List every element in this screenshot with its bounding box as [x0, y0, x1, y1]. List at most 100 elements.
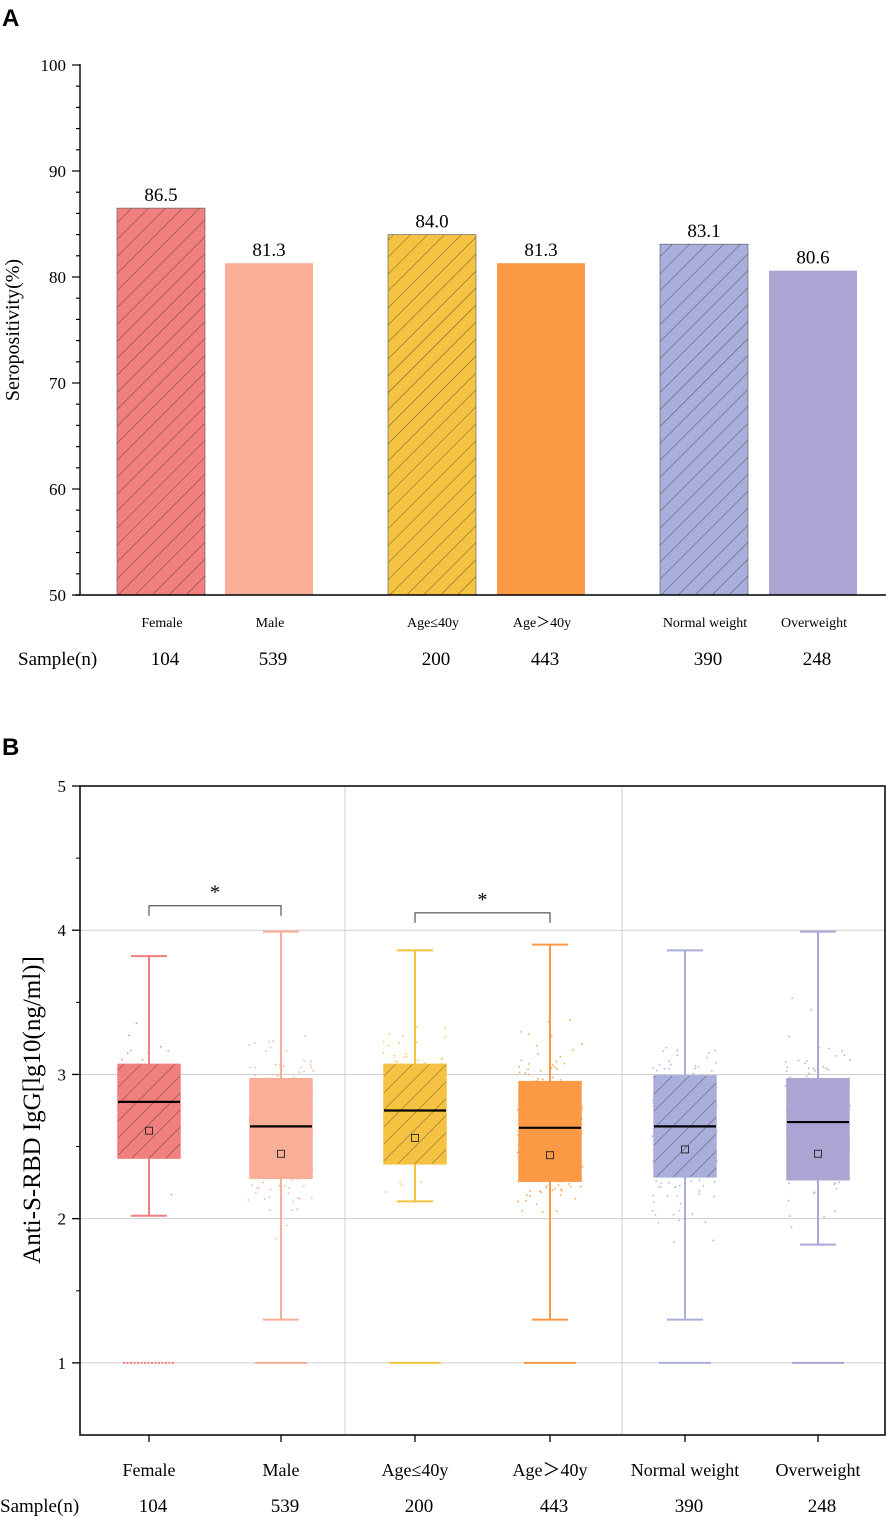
jitter-point [535, 1044, 538, 1047]
jitter-point [559, 1055, 562, 1058]
jitter-point [128, 1034, 130, 1037]
jitter-point [581, 1043, 583, 1046]
jitter-point [712, 1239, 715, 1242]
jitter-point [813, 1191, 816, 1194]
jitter-point [300, 1066, 303, 1069]
jitter-point [285, 1049, 288, 1052]
box-overweight [786, 930, 850, 1364]
jitter-point [291, 1178, 293, 1181]
jitter-point [287, 1192, 290, 1195]
sample-n-label: 248 [808, 1496, 837, 1517]
jitter-point [788, 1215, 791, 1217]
jitter-point [714, 1062, 717, 1064]
jitter-point [267, 1041, 270, 1043]
y-tick-label: 1 [58, 1354, 67, 1373]
jitter-point [309, 1060, 312, 1063]
jitter-point [167, 1049, 170, 1052]
jitter-point [265, 1050, 268, 1053]
jitter-point [126, 1052, 129, 1055]
jitter-point [296, 1197, 299, 1199]
jitter-point [303, 1059, 305, 1062]
jitter-point [554, 1187, 556, 1190]
jitter-point [790, 1226, 793, 1229]
significance-bracket [414, 912, 551, 923]
jitter-point [673, 1241, 675, 1244]
y-tick-label: 70 [49, 374, 66, 393]
jitter-point [555, 1060, 558, 1063]
jitter-point [288, 1187, 291, 1189]
significance-marker: * [210, 882, 220, 904]
jitter-point [398, 1042, 401, 1044]
jitter-point [841, 1049, 843, 1052]
jitter-point [692, 1072, 695, 1075]
jitter-point [277, 1074, 280, 1077]
bar-value-label: 81.3 [524, 240, 557, 261]
panel-a: A 86.5 Female 104 81.3 Male 539 84.0 Age≤40y 200… [2, 5, 886, 670]
jitter-point [268, 1196, 271, 1199]
jitter-point [541, 1078, 544, 1081]
jitter-point [537, 1077, 539, 1080]
jitter-point [284, 1184, 287, 1187]
jitter-point [666, 1194, 669, 1197]
y-tick-label: 3 [58, 1065, 67, 1084]
jitter-point [310, 1066, 312, 1069]
jitter-point [400, 1184, 403, 1187]
mean-marker [411, 1133, 419, 1142]
sample-n-label: 200 [405, 1496, 434, 1517]
jitter-point [401, 1035, 404, 1037]
jitter-point [276, 1074, 278, 1077]
jitter-point [663, 1067, 666, 1070]
sample-n-label: 443 [531, 649, 560, 670]
jitter-point [679, 1202, 682, 1205]
box-female [117, 955, 181, 1364]
sample-n-label: 390 [675, 1496, 704, 1517]
jitter-point [248, 1044, 251, 1047]
jitter-point [518, 1065, 521, 1068]
jitter-point [713, 1181, 716, 1183]
jitter-point [560, 1189, 563, 1192]
jitter-point [521, 1209, 524, 1212]
jitter-point [672, 1213, 675, 1216]
jitter-point [678, 1184, 681, 1187]
y-tick-label: 4 [58, 921, 67, 940]
jitter-point [249, 1066, 252, 1069]
jitter-point [550, 1034, 553, 1037]
jitter-point [669, 1063, 672, 1066]
jitter-point [393, 1054, 396, 1057]
jitter-point [527, 1033, 530, 1035]
box-normal-weight [653, 949, 717, 1364]
jitter-point [668, 1182, 670, 1184]
jitter-point [529, 1190, 532, 1192]
jitter-point [698, 1192, 701, 1195]
jitter-point [572, 1048, 574, 1051]
jitter-point [806, 1060, 808, 1062]
y-tick-label: 50 [49, 586, 66, 605]
bar-value-label: 81.3 [252, 240, 285, 261]
sample-n-label: 104 [151, 649, 180, 670]
jitter-point [535, 1203, 538, 1206]
jitter-point [557, 1184, 560, 1186]
jitter-point [665, 1046, 668, 1049]
jitter-point [129, 1049, 132, 1052]
bar-value-label: 80.6 [796, 248, 829, 269]
plot-frame [79, 785, 886, 1436]
jitter-point [135, 1022, 138, 1025]
jitter-point [697, 1065, 700, 1068]
bar-hatch-normal-weight [659, 243, 749, 596]
jitter-point [529, 1194, 532, 1197]
jitter-point [827, 1068, 830, 1071]
jitter-point [569, 1019, 571, 1021]
jitter-point [797, 1059, 800, 1062]
jitter-point [574, 1197, 577, 1200]
jitter-point [807, 1067, 810, 1070]
jitter-point [275, 1063, 277, 1066]
jitter-point [784, 1061, 787, 1063]
jitter-point [291, 1209, 294, 1211]
jitter-point [423, 1062, 426, 1064]
sample-n-label: 248 [803, 649, 832, 670]
jitter-point [517, 1200, 519, 1203]
jitter-point [551, 1064, 554, 1066]
jitter-point [387, 1044, 390, 1047]
x-tick-label: Age＞40y [513, 1460, 588, 1480]
jitter-point [296, 1208, 299, 1210]
